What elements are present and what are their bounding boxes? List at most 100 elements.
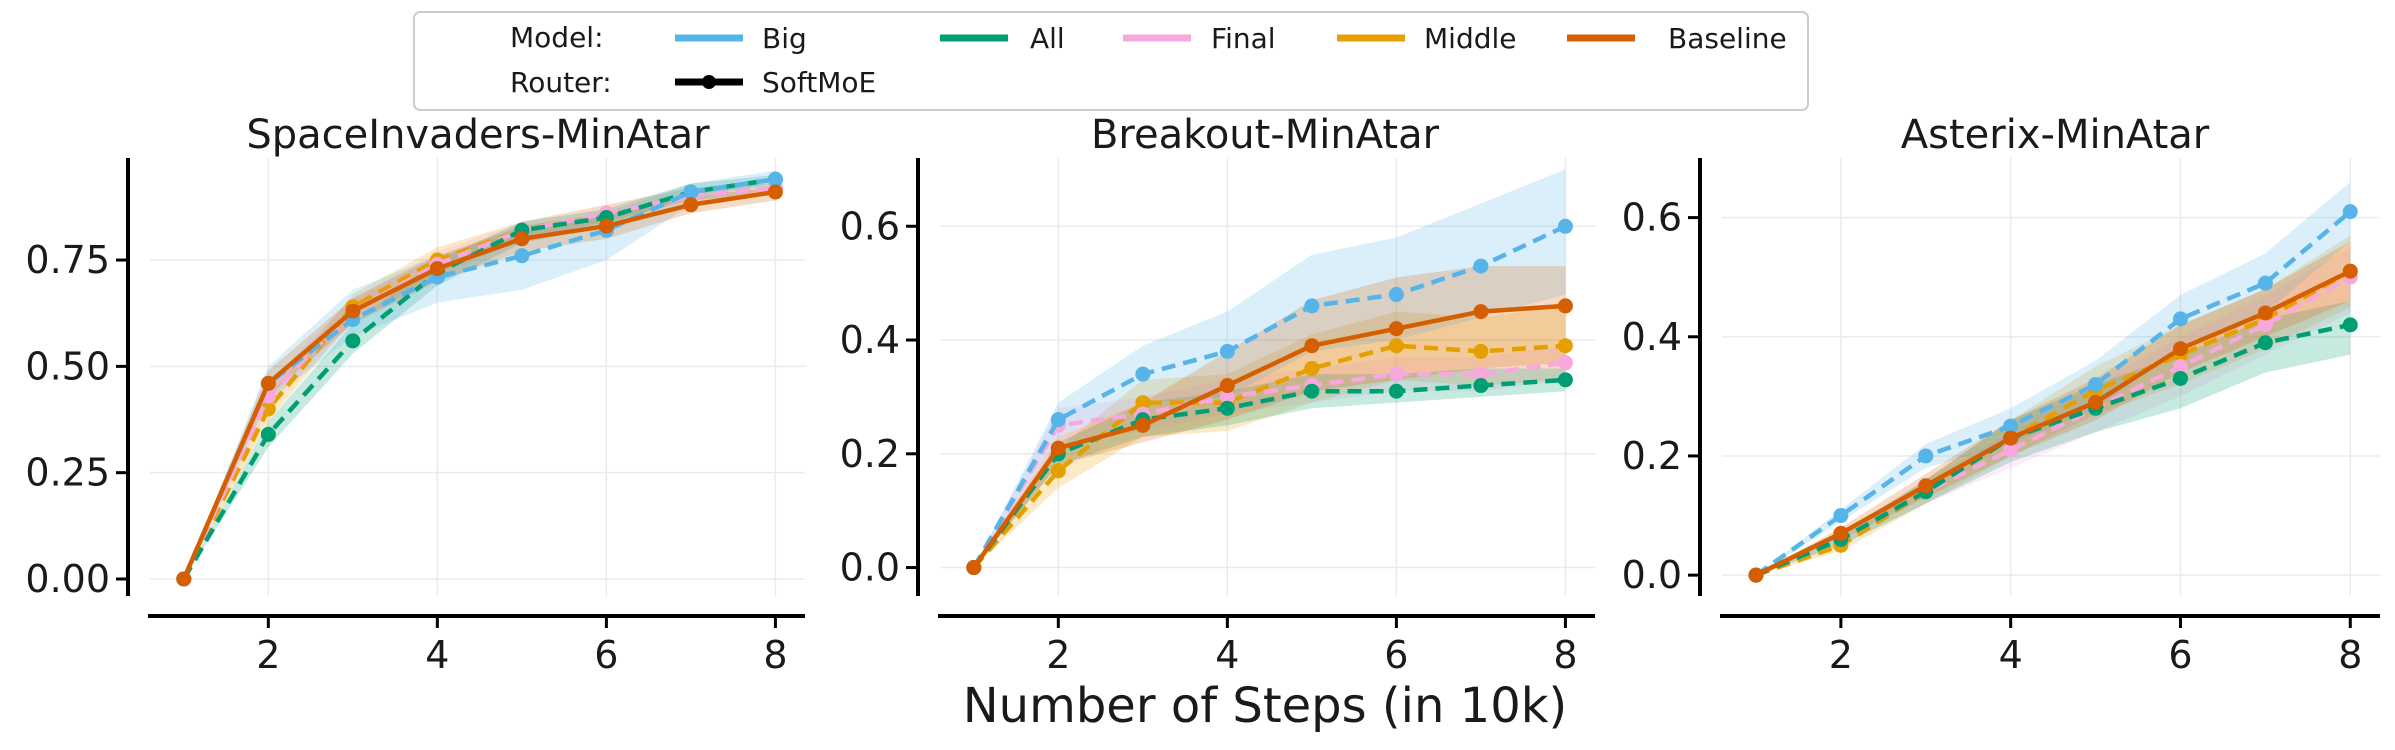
legend-router-label: Router: (510, 66, 612, 99)
point-big (1135, 366, 1151, 382)
subplot-title: Breakout-MinAtar (1091, 112, 1440, 158)
point-big (1918, 448, 1934, 464)
point-big (2088, 376, 2104, 392)
point-all (260, 426, 276, 442)
x-tick-label: 8 (2338, 633, 2362, 677)
y-tick-label: 0.25 (25, 451, 110, 495)
point-final (1557, 355, 1573, 371)
point-final (2257, 317, 2273, 333)
point-all (2342, 317, 2358, 333)
point-baseline (2088, 394, 2104, 410)
x-tick-label: 6 (594, 633, 618, 677)
x-tick-label: 4 (1215, 633, 1239, 677)
point-baseline (2172, 341, 2188, 357)
series-line-final (1755, 275, 2352, 578)
point-all (345, 333, 361, 349)
point-big (1304, 298, 1320, 314)
point-big (1833, 508, 1849, 524)
point-big (683, 184, 699, 200)
point-big (1557, 218, 1573, 234)
legend-label-softmoe: SoftMoE (762, 66, 876, 99)
y-tick-label: 0.75 (25, 238, 110, 282)
y-tick-label: 0.4 (1622, 315, 1682, 359)
point-middle (1135, 395, 1151, 411)
y-tick-label: 0.2 (1622, 434, 1682, 478)
point-all (1304, 383, 1320, 399)
x-tick-label: 8 (763, 633, 787, 677)
point-baseline (345, 303, 361, 319)
series-line-all (1755, 322, 2351, 578)
point-big (514, 248, 530, 264)
band-baseline (973, 266, 1566, 568)
point-baseline (2003, 430, 2019, 446)
point-big (1473, 258, 1489, 274)
point-baseline (1748, 567, 1764, 583)
band-big (1755, 181, 2351, 576)
y-tick-label: 0.0 (1622, 553, 1682, 597)
point-all (1219, 400, 1235, 416)
x-tick-label: 6 (2168, 633, 2192, 677)
point-final (2003, 442, 2019, 458)
series-line-baseline (181, 189, 776, 580)
x-tick-label: 6 (1384, 633, 1408, 677)
point-baseline (260, 375, 276, 391)
y-tick-label: 0.2 (840, 432, 900, 476)
point-baseline (1918, 478, 1934, 494)
x-tick-label: 2 (1046, 633, 1070, 677)
point-baseline (1304, 338, 1320, 354)
series-line-baseline (971, 303, 1566, 569)
band-middle (973, 305, 1566, 568)
point-baseline (1135, 417, 1151, 433)
point-baseline (1557, 298, 1573, 314)
band-big (973, 169, 1566, 568)
point-big (2342, 204, 2358, 220)
legend-label-all: All (1030, 22, 1065, 55)
point-baseline (683, 197, 699, 213)
legend-label-baseline: Baseline (1668, 22, 1787, 55)
series-line-big (1754, 209, 2352, 577)
legend-marker-softmoe (702, 75, 716, 89)
point-baseline (1833, 525, 1849, 541)
point-big (1388, 287, 1404, 303)
point-baseline (176, 571, 192, 587)
legend-label-final: Final (1211, 22, 1276, 55)
point-middle (1473, 343, 1489, 359)
point-final (2172, 359, 2188, 375)
x-tick-label: 8 (1553, 633, 1577, 677)
subplot-title: SpaceInvaders-MinAtar (246, 112, 710, 158)
y-tick-label: 0.4 (840, 318, 900, 362)
point-baseline (2342, 263, 2358, 279)
point-baseline (514, 231, 530, 247)
legend: Model: Router: Big All Final Middle Base… (413, 11, 1809, 111)
x-tick-label: 4 (1999, 633, 2023, 677)
point-baseline (1219, 378, 1235, 394)
y-tick-label: 0.00 (25, 557, 110, 601)
point-big (1050, 412, 1066, 428)
y-tick-label: 0.6 (840, 204, 900, 248)
x-tick-label: 2 (1829, 633, 1853, 677)
subplot-title: Asterix-MinAtar (1901, 112, 2210, 158)
band-baseline (183, 187, 776, 579)
band-final (973, 345, 1566, 568)
legend-frame (413, 11, 1809, 111)
x-tick-label: 2 (256, 633, 280, 677)
series-line-big (971, 224, 1567, 569)
band-final (1755, 247, 2351, 576)
point-final (1473, 366, 1489, 382)
series-line-baseline (1754, 269, 2352, 578)
point-big (2257, 275, 2273, 291)
subplot-asterix: Asterix-MinAtar 2 4 6 8 0.0 0.2 0.4 0.6 (1622, 112, 2380, 677)
point-baseline (1473, 304, 1489, 320)
point-all (2257, 335, 2273, 351)
point-all (2172, 370, 2188, 386)
legend-label-middle: Middle (1424, 22, 1517, 55)
point-middle (1050, 463, 1066, 479)
point-baseline (767, 184, 783, 200)
point-baseline (966, 560, 982, 576)
series-line-all (972, 377, 1566, 569)
series-line-middle (1755, 269, 2352, 578)
point-baseline (2257, 305, 2273, 321)
legend-model-label: Model: (510, 21, 604, 54)
point-all (1557, 372, 1573, 388)
